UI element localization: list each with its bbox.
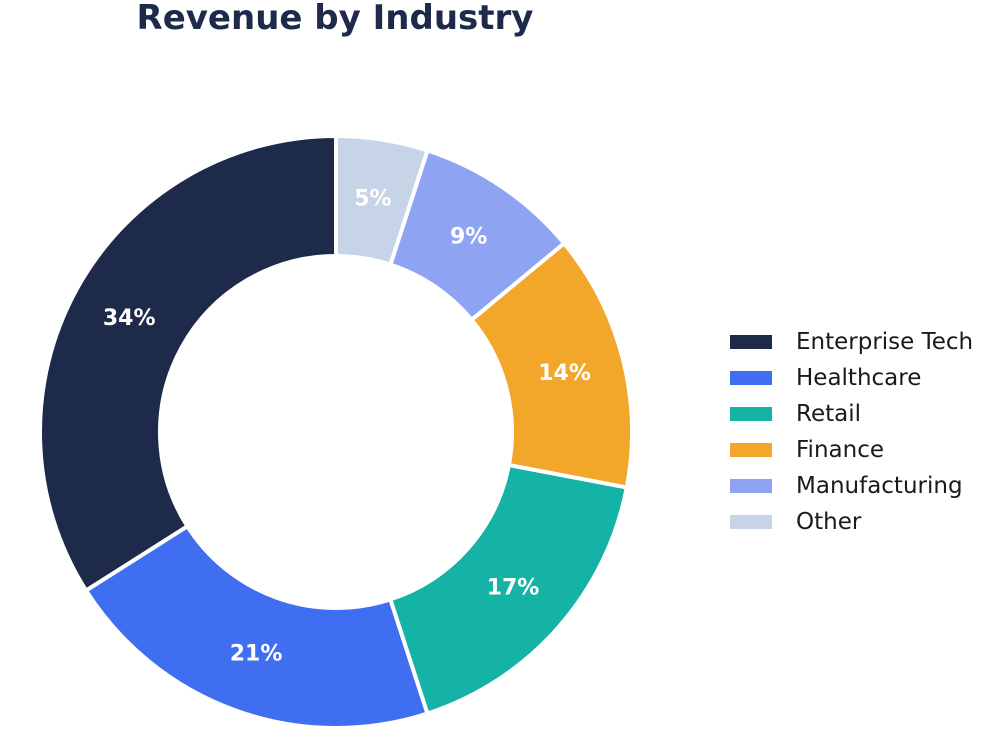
slice-label-other: 5% — [354, 186, 391, 211]
slice-label-healthcare: 21% — [230, 642, 283, 667]
slice-retail — [388, 462, 629, 716]
legend-label: Other — [796, 509, 862, 535]
legend-swatch — [730, 407, 772, 421]
legend-item-manufacturing: Manufacturing — [730, 468, 973, 504]
legend-label: Enterprise Tech — [796, 329, 974, 355]
slice-labels: 34% 21% 17% 14% 9% 5% — [103, 186, 591, 666]
legend-swatch — [730, 515, 772, 529]
legend-item-enterprise-tech: Enterprise Tech — [730, 324, 973, 360]
chart-legend: Enterprise Tech Healthcare Retail Finance Ma… — [730, 324, 973, 540]
slice-other — [334, 134, 430, 267]
legend-swatch — [730, 479, 772, 493]
legend-label: Manufacturing — [796, 473, 963, 499]
slice-healthcare — [84, 524, 430, 730]
legend-item-finance: Finance — [730, 432, 973, 468]
slice-label-retail: 17% — [487, 576, 540, 601]
slice-label-enterprise-tech: 34% — [103, 306, 156, 331]
slice-enterprise-tech — [38, 134, 338, 593]
legend-swatch — [730, 335, 772, 349]
legend-label: Healthcare — [796, 365, 922, 391]
legend-label: Retail — [796, 401, 861, 427]
legend-swatch — [730, 443, 772, 457]
donut-slices — [38, 134, 634, 730]
chart-title: Revenue by Industry — [136, 0, 534, 38]
legend-item-healthcare: Healthcare — [730, 360, 973, 396]
legend-swatch — [730, 371, 772, 385]
legend-item-other: Other — [730, 504, 973, 540]
legend-item-retail: Retail — [730, 396, 973, 432]
legend-label: Finance — [796, 437, 884, 463]
slice-label-finance: 14% — [538, 361, 591, 386]
slice-label-manufacturing: 9% — [450, 224, 487, 249]
